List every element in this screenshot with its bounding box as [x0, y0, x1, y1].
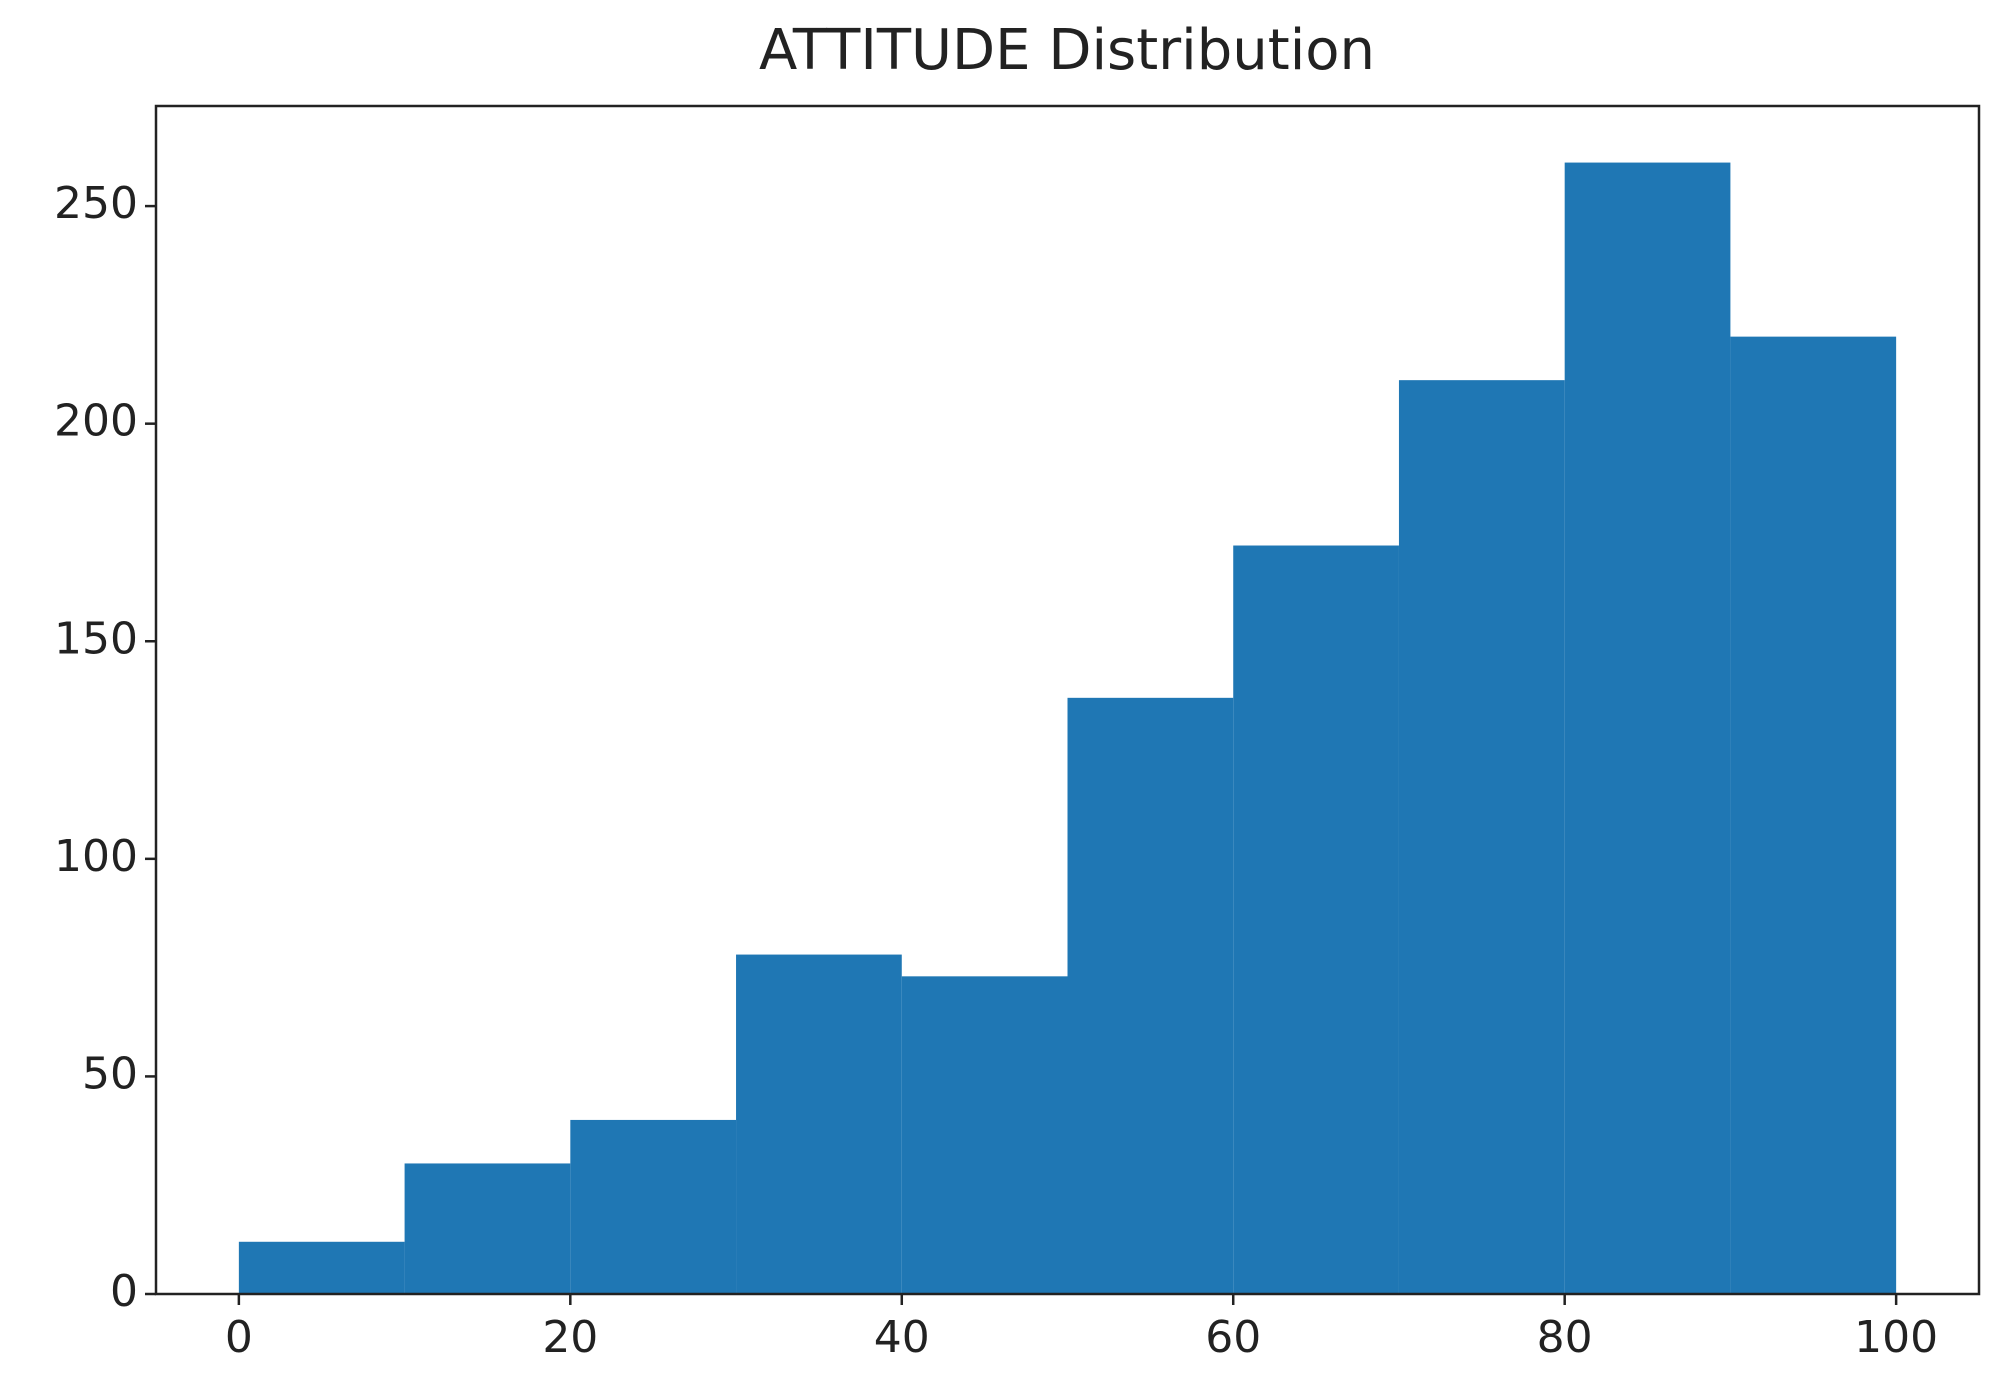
- y-tick-label: 50: [82, 1048, 138, 1099]
- bar: [1398, 380, 1565, 1295]
- bar: [901, 976, 1068, 1294]
- x-tick-label: 0: [225, 1312, 253, 1363]
- bar: [1067, 697, 1234, 1294]
- y-tick-label: 200: [54, 396, 138, 447]
- bar: [1233, 545, 1399, 1294]
- y-tick-label: 150: [54, 613, 138, 664]
- y-tick-label: 250: [54, 178, 138, 229]
- x-tick-label: 60: [1205, 1312, 1261, 1363]
- bar: [1730, 336, 1897, 1295]
- plot-frame: [154, 104, 1981, 1296]
- bar: [1564, 162, 1731, 1295]
- bar: [238, 1241, 405, 1294]
- bar: [570, 1119, 737, 1294]
- x-tick-label: 100: [1854, 1312, 1938, 1363]
- y-tick-label: 100: [54, 831, 138, 882]
- x-tick-label: 20: [542, 1312, 598, 1363]
- y-tick-label: 0: [110, 1266, 138, 1317]
- bar: [404, 1163, 571, 1294]
- chart-title: ATTITUDE Distribution: [759, 18, 1375, 83]
- bar: [736, 954, 902, 1294]
- x-tick-label: 80: [1537, 1312, 1593, 1363]
- x-tick-label: 40: [874, 1312, 930, 1363]
